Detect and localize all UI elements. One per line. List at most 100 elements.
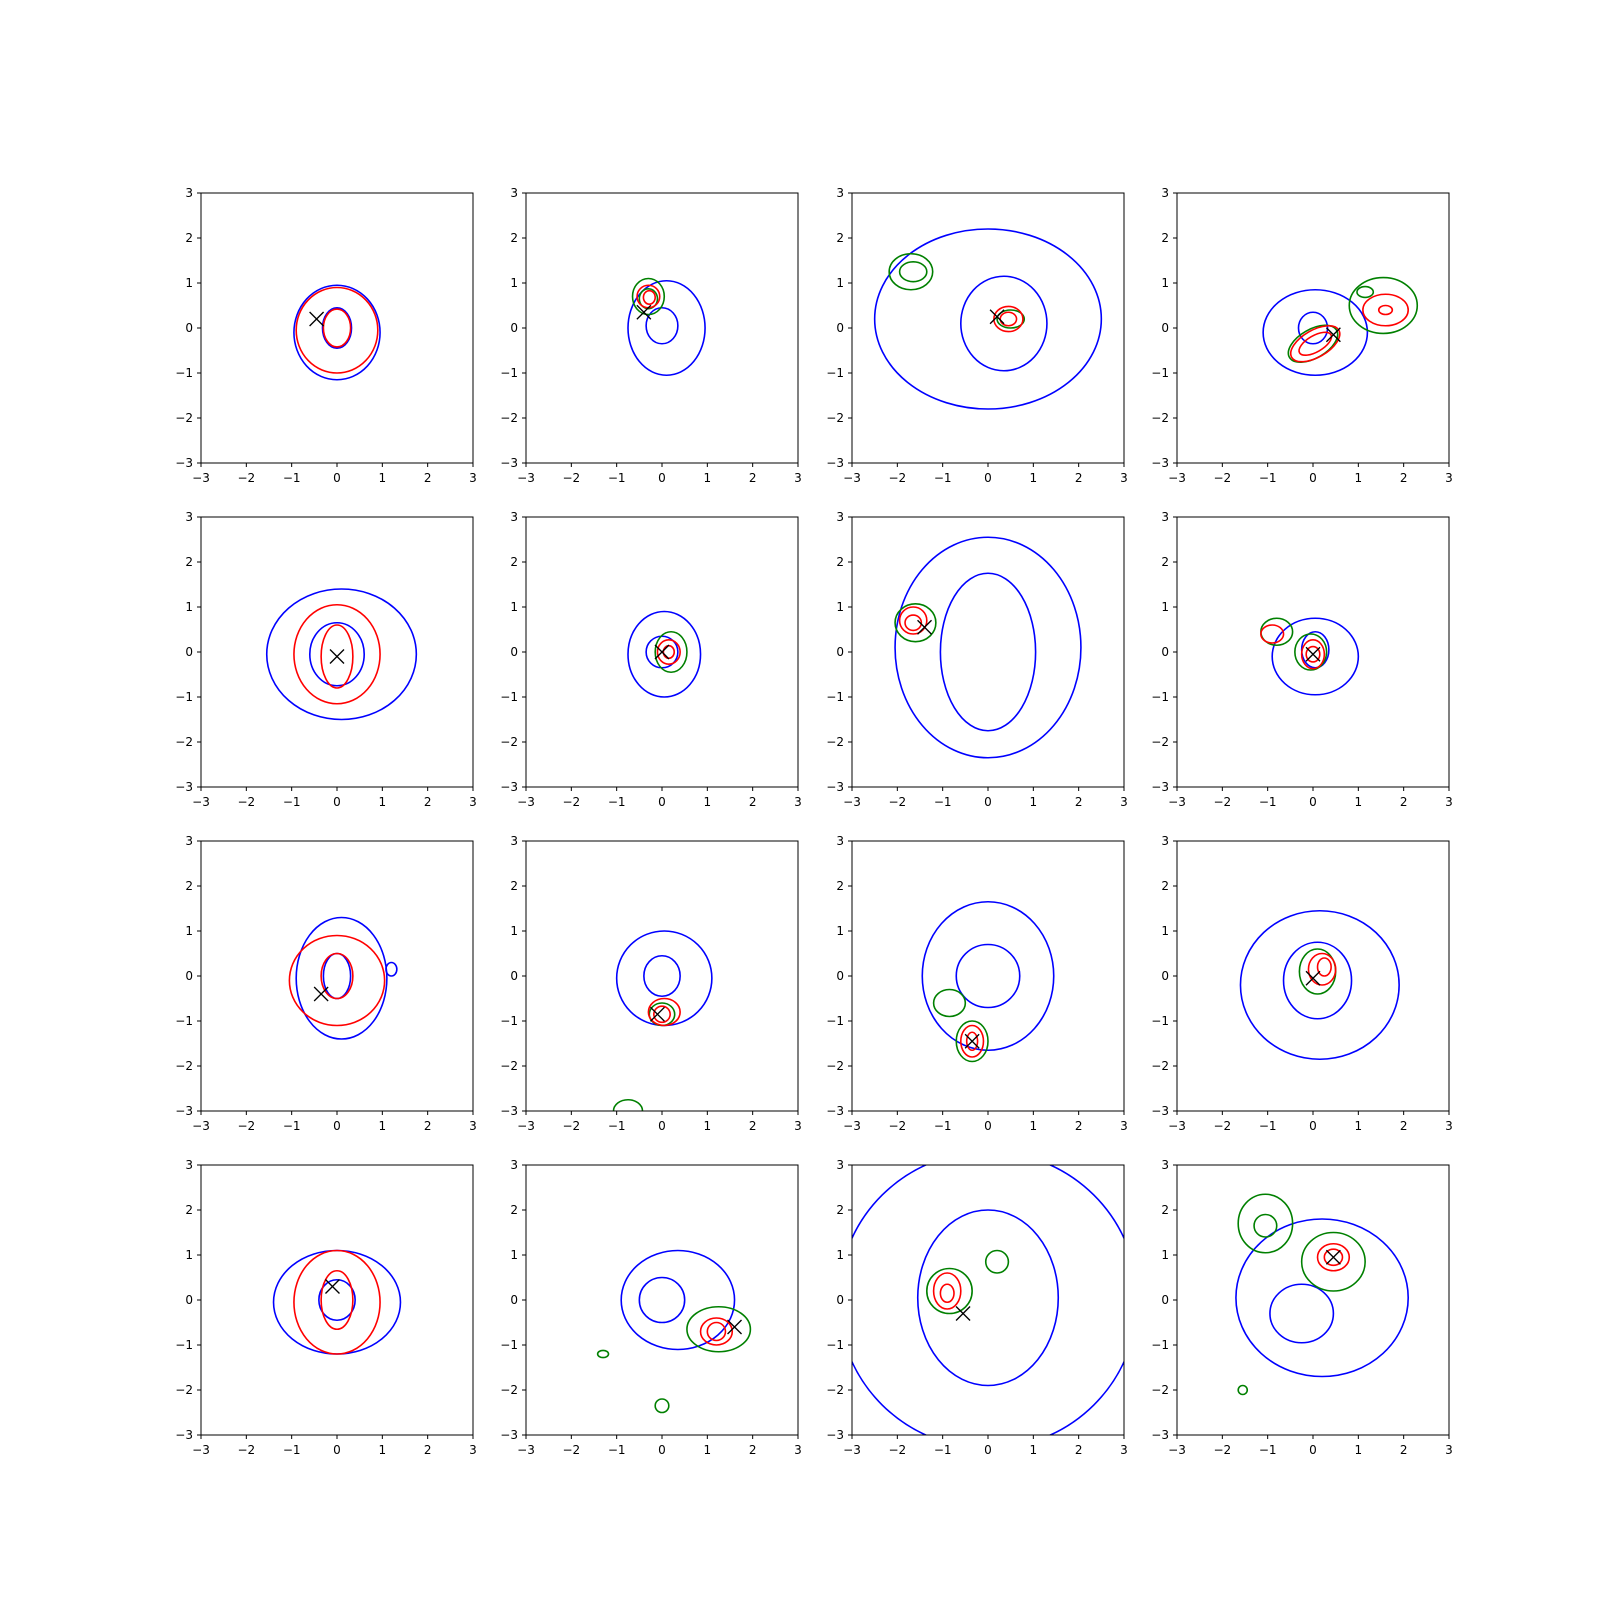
panel-3: −3 −2 −1 0 1 2 3 −3 −2 −1 0 1 2 3	[826, 186, 1128, 485]
panel-7: −3 −2 −1 0 1 2 3 −3 −2 −1 0 1 2 3	[826, 510, 1128, 809]
x-tick-label: 0	[984, 1443, 992, 1457]
panel-15: −3 −2 −1 0 1 2 3 −3 −2 −1 0 1 2 3	[826, 1158, 1128, 1457]
y-tick-label: −1	[175, 366, 193, 380]
y-tick-label: 1	[185, 600, 193, 614]
x-tick-label: −2	[237, 1443, 255, 1457]
x-tick-label: 2	[749, 1119, 757, 1133]
y-tick-label: 2	[185, 1203, 193, 1217]
x-tick-label: 3	[469, 1119, 477, 1133]
x-tick-label: 2	[1400, 1443, 1408, 1457]
panel-1: −3 −2 −1 0 1 2 3 −3 −2 −1 0 1 2 3	[175, 186, 477, 485]
y-tick-label: 3	[836, 186, 844, 200]
x-tick-label: 1	[1030, 471, 1038, 485]
contour-group	[873, 228, 1103, 410]
panel-6: −3 −2 −1 0 1 2 3 −3 −2 −1 0 1 2 3	[500, 510, 802, 809]
y-tick-label: 0	[836, 645, 844, 659]
y-tick-label: −3	[500, 1104, 518, 1118]
y-tick-label: 1	[1161, 924, 1169, 938]
y-tick-label: −1	[175, 1014, 193, 1028]
x-tick-label: 3	[794, 1119, 802, 1133]
x-tick-label: −1	[934, 795, 952, 809]
y-tick-label: −3	[826, 1104, 844, 1118]
y-tick-label: 1	[836, 924, 844, 938]
green-contour	[638, 288, 659, 310]
y-tick-label: −1	[500, 1338, 518, 1352]
x-tick-label: −3	[843, 471, 861, 485]
y-tick-label: −1	[175, 1338, 193, 1352]
blue-contour	[939, 572, 1037, 732]
marker-x	[636, 304, 652, 320]
red-contour	[653, 1005, 671, 1024]
blue-contour	[1269, 1283, 1335, 1344]
panel-grid: −3 −2 −1 0 1 2 3 −3 −2 −1 0 1 2 3 −3 −2 −1 0 1 2 3 −3 −2 −1 0 1 2 3…	[175, 186, 1453, 1457]
red-contour	[288, 934, 386, 1027]
y-tick-label: 3	[510, 834, 518, 848]
contour-group	[265, 588, 418, 721]
blue-contour	[385, 961, 398, 977]
y-tick-label: −2	[1151, 1383, 1169, 1397]
x-tick-label: 1	[379, 1443, 387, 1457]
blue-contour	[638, 1276, 686, 1324]
green-contour	[631, 277, 666, 316]
y-tick-label: 2	[510, 879, 518, 893]
green-contour	[654, 630, 688, 674]
x-tick-label: 0	[658, 795, 666, 809]
x-tick-label: 3	[1445, 471, 1453, 485]
green-contour	[1253, 1213, 1278, 1238]
y-tick-label: 1	[836, 1248, 844, 1262]
panel-14: −3 −2 −1 0 1 2 3 −3 −2 −1 0 1 2 3	[500, 1158, 802, 1457]
x-tick-label: −2	[888, 471, 906, 485]
y-tick-label: −1	[826, 1014, 844, 1028]
y-tick-label: −2	[175, 1383, 193, 1397]
marker-x	[309, 311, 325, 327]
y-tick-label: 1	[1161, 600, 1169, 614]
x-tick-label: −2	[562, 795, 580, 809]
x-tick-label: −3	[517, 795, 535, 809]
y-tick-label: −2	[1151, 1059, 1169, 1073]
green-contour	[888, 252, 934, 291]
y-tick-label: 0	[1161, 645, 1169, 659]
y-tick-label: −1	[826, 366, 844, 380]
x-tick-label: −2	[237, 1119, 255, 1133]
y-tick-label: 0	[185, 969, 193, 983]
y-tick-label: 2	[510, 231, 518, 245]
y-tick-label: −3	[826, 456, 844, 470]
marker-x	[654, 644, 670, 660]
green-contour	[1300, 1231, 1366, 1292]
x-tick-label: −3	[192, 1119, 210, 1133]
x-tick-label: 3	[794, 1443, 802, 1457]
y-tick-label: −2	[826, 411, 844, 425]
red-contour	[932, 1272, 962, 1310]
panel-9: −3 −2 −1 0 1 2 3 −3 −2 −1 0 1 2 3	[175, 834, 477, 1133]
y-tick-label: −3	[175, 1104, 193, 1118]
x-tick-label: −2	[888, 1443, 906, 1457]
y-tick-label: −3	[500, 780, 518, 794]
y-tick-label: −2	[175, 735, 193, 749]
contour-group	[596, 1249, 752, 1414]
x-tick-label: −1	[934, 1443, 952, 1457]
x-tick-label: −1	[283, 1119, 301, 1133]
y-tick-label: 3	[185, 1158, 193, 1172]
y-tick-label: −3	[826, 1428, 844, 1442]
red-contour	[1260, 624, 1285, 644]
red-contour	[656, 639, 681, 665]
panel-16: −3 −2 −1 0 1 2 3 −3 −2 −1 0 1 2 3	[1151, 1158, 1453, 1457]
x-tick-label: −2	[1213, 471, 1231, 485]
x-tick-label: 3	[1120, 471, 1128, 485]
red-contour	[293, 603, 381, 705]
x-tick-label: −2	[888, 1119, 906, 1133]
red-contour	[293, 1249, 381, 1355]
x-tick-label: 1	[704, 1119, 712, 1133]
marker-x	[313, 986, 329, 1002]
y-tick-label: 2	[1161, 1203, 1169, 1217]
y-tick-label: 3	[836, 1158, 844, 1172]
x-tick-label: 3	[794, 471, 802, 485]
x-tick-label: −1	[608, 795, 626, 809]
y-tick-label: −3	[1151, 1428, 1169, 1442]
y-tick-label: 2	[1161, 879, 1169, 893]
red-contour	[965, 1031, 979, 1052]
x-tick-label: 0	[658, 1119, 666, 1133]
x-tick-label: −3	[192, 795, 210, 809]
x-tick-label: 2	[1075, 795, 1083, 809]
